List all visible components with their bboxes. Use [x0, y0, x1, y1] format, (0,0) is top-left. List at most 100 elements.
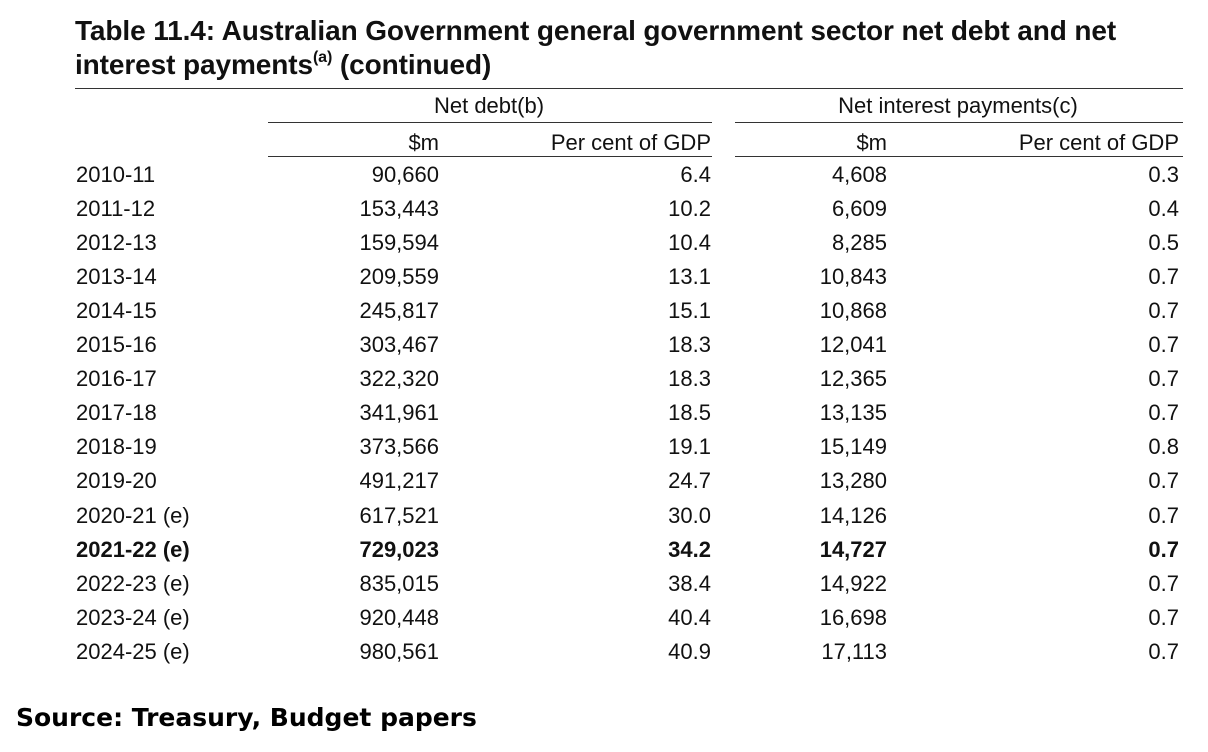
net-interest-pct-cell: 0.7	[1148, 639, 1179, 664]
net-interest-pct-cell: 0.8	[1148, 434, 1179, 459]
net-debt-pct-cell: 40.9	[668, 639, 711, 664]
net-debt-pct-cell: 18.3	[668, 366, 711, 391]
table-row: 2012-13 159,594 10.4 8,285 0.5	[0, 226, 1208, 260]
table-row: 2023-24 (e) 920,448 40.4 16,698 0.7	[0, 601, 1208, 635]
net-interest-m-cell: 14,727	[819, 537, 887, 562]
table-row: 2022-23 (e) 835,015 38.4 14,922 0.7	[0, 567, 1208, 601]
year-cell: 2013-14	[76, 264, 157, 289]
net-interest-pct-cell: 0.7	[1148, 400, 1179, 425]
year-cell: 2021-22 (e)	[76, 537, 190, 562]
source-note: Source: Treasury, Budget papers	[16, 703, 477, 732]
debt-subheader-rule	[268, 156, 712, 157]
table-title-suffix: (continued)	[332, 49, 492, 80]
net-interest-m-cell: 12,365	[819, 366, 887, 391]
net-debt-m-cell: 245,817	[359, 298, 439, 323]
year-cell: 2020-21 (e)	[76, 503, 190, 528]
net-interest-m-cell: 15,149	[819, 434, 887, 459]
year-cell: 2012-13	[76, 230, 157, 255]
year-cell: 2011-12	[76, 196, 156, 221]
table-row: 2020-21 (e) 617,521 30.0 14,126 0.7	[0, 499, 1208, 533]
net-debt-m-cell: 341,961	[359, 400, 439, 425]
net-interest-m-cell: 6,609	[831, 196, 887, 221]
net-interest-m-cell: 10,868	[819, 298, 887, 323]
title-footnote-marker: (a)	[312, 49, 333, 66]
net-interest-pct-cell: 0.7	[1148, 366, 1179, 391]
year-cell: 2023-24 (e)	[76, 605, 190, 630]
net-debt-m-cell: 159,594	[359, 230, 439, 255]
net-debt-pct-cell: 10.2	[668, 196, 711, 221]
net-debt-group-header: Net debt(b)	[433, 93, 545, 118]
table-title: Table 11.4: Australian Government genera…	[75, 14, 1185, 82]
table-row: 2011-12 153,443 10.2 6,609 0.4	[0, 192, 1208, 226]
net-interest-pct-cell: 0.7	[1148, 605, 1179, 630]
net-interest-m-cell: 12,041	[819, 332, 887, 357]
net-interest-m-cell: 4,608	[831, 162, 887, 187]
net-debt-m-cell: 920,448	[359, 605, 439, 630]
interest-pct-header: Per cent of GDP	[1018, 130, 1179, 155]
net-debt-pct-cell: 6.4	[680, 162, 711, 187]
net-interest-pct-cell: 0.4	[1148, 196, 1179, 221]
net-debt-pct-cell: 10.4	[668, 230, 711, 255]
debt-dollars-header: $m	[408, 130, 439, 155]
net-interest-m-cell: 17,113	[821, 639, 887, 664]
table-row-highlighted: 2021-22 (e) 729,023 34.2 14,727 0.7	[0, 533, 1208, 567]
net-interest-pct-cell: 0.7	[1148, 503, 1179, 528]
net-interest-pct-cell: 0.7	[1148, 468, 1179, 493]
table-title-main: Table 11.4: Australian Government genera…	[75, 15, 1117, 80]
net-debt-group-rule	[268, 122, 712, 123]
net-debt-pct-cell: 38.4	[668, 571, 711, 596]
top-rule	[75, 88, 1183, 89]
net-interest-pct-cell: 0.7	[1148, 298, 1179, 323]
net-debt-pct-cell: 34.2	[668, 537, 711, 562]
table-row: 2016-17 322,320 18.3 12,365 0.7	[0, 362, 1208, 396]
net-interest-m-cell: 16,698	[819, 605, 887, 630]
table-row: 2010-11 90,660 6.4 4,608 0.3	[0, 158, 1208, 192]
net-debt-m-cell: 373,566	[359, 434, 439, 459]
net-debt-m-cell: 303,467	[359, 332, 439, 357]
net-debt-m-cell: 729,023	[359, 537, 439, 562]
year-cell: 2022-23 (e)	[76, 571, 190, 596]
table-row: 2024-25 (e) 980,561 40.9 17,113 0.7	[0, 635, 1208, 669]
net-interest-group-header: Net interest payments(c)	[838, 93, 1078, 118]
net-interest-pct-cell: 0.7	[1148, 332, 1179, 357]
net-interest-pct-cell: 0.5	[1148, 230, 1179, 255]
interest-subheader-rule	[735, 156, 1183, 157]
net-debt-pct-cell: 19.1	[668, 434, 711, 459]
net-interest-m-cell: 8,285	[831, 230, 887, 255]
year-cell: 2018-19	[76, 434, 157, 459]
net-interest-m-cell: 13,280	[819, 468, 887, 493]
net-debt-m-cell: 491,217	[359, 468, 439, 493]
net-interest-pct-cell: 0.7	[1148, 264, 1179, 289]
net-interest-m-cell: 10,843	[819, 264, 887, 289]
net-debt-m-cell: 209,559	[359, 264, 439, 289]
net-debt-pct-cell: 18.5	[668, 400, 711, 425]
table-row: 2017-18 341,961 18.5 13,135 0.7	[0, 396, 1208, 430]
year-cell: 2024-25 (e)	[76, 639, 190, 664]
net-debt-pct-cell: 18.3	[668, 332, 711, 357]
year-cell: 2019-20	[76, 468, 157, 493]
net-debt-m-cell: 153,443	[359, 196, 439, 221]
net-interest-group-rule	[735, 122, 1183, 123]
net-interest-pct-cell: 0.3	[1148, 162, 1179, 187]
net-debt-m-cell: 980,561	[359, 639, 439, 664]
net-interest-m-cell: 14,922	[819, 571, 887, 596]
table-row: 2018-19 373,566 19.1 15,149 0.8	[0, 430, 1208, 464]
net-debt-pct-cell: 30.0	[668, 503, 711, 528]
year-cell: 2016-17	[76, 366, 157, 391]
net-debt-m-cell: 90,660	[371, 162, 439, 187]
net-debt-pct-cell: 13.1	[668, 264, 711, 289]
debt-pct-header: Per cent of GDP	[550, 130, 711, 155]
net-debt-m-cell: 617,521	[359, 503, 439, 528]
net-debt-pct-cell: 24.7	[668, 468, 711, 493]
table-row: 2013-14 209,559 13.1 10,843 0.7	[0, 260, 1208, 294]
table-row: 2019-20 491,217 24.7 13,280 0.7	[0, 464, 1208, 498]
year-cell: 2017-18	[76, 400, 157, 425]
year-cell: 2010-11	[76, 162, 156, 187]
net-debt-m-cell: 322,320	[359, 366, 439, 391]
net-interest-pct-cell: 0.7	[1148, 537, 1179, 562]
year-cell: 2015-16	[76, 332, 157, 357]
net-interest-m-cell: 13,135	[819, 400, 887, 425]
net-interest-pct-cell: 0.7	[1148, 571, 1179, 596]
net-debt-m-cell: 835,015	[359, 571, 439, 596]
net-debt-pct-cell: 40.4	[668, 605, 711, 630]
